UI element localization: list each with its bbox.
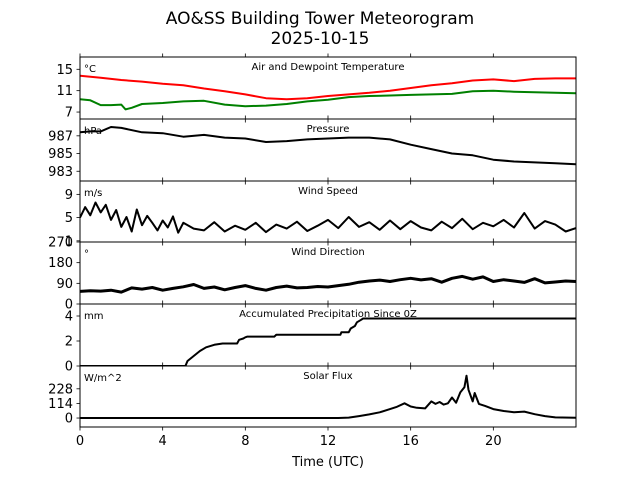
y-tick-label: 2 (65, 335, 73, 350)
panel-title: Wind Direction (291, 247, 365, 258)
unit-label: m/s (84, 188, 102, 199)
panel-pressure: 983 985 987 hPa Pressure (48, 115, 577, 185)
y-tick-label: 114 (48, 397, 73, 412)
panel-wind-speed: 1 5 9 m/s Wind Speed (65, 177, 577, 249)
series-line-wind-direction-0 (80, 274, 576, 294)
series-line-temperature-1 (80, 89, 576, 111)
unit-label: °C (84, 64, 96, 75)
unit-label: ° (84, 249, 89, 260)
unit-label: hPa (84, 126, 102, 137)
panel-title: Solar Flux (303, 371, 353, 382)
series-line-solar-flux-0 (80, 374, 576, 419)
x-tick-label: 12 (320, 434, 337, 449)
chart-title: AO&SS Building Tower Meteorogram (165, 9, 475, 29)
series-line-pressure-0 (80, 126, 576, 166)
series-line-precipitation-0 (80, 317, 576, 366)
y-tick-label: 5 (65, 211, 73, 226)
panel-title: Accumulated Precipitation Since 0Z (239, 309, 417, 320)
panel-temperature: 7 11 15 °C Air and Dewpoint Temperature (56, 53, 577, 123)
chart-subtitle: 2025-10-15 (270, 29, 370, 49)
y-tick-label: 270 (48, 236, 73, 251)
y-tick-label: 0 (65, 360, 73, 375)
y-tick-label: 11 (56, 84, 73, 99)
series-line-wind-speed-0 (80, 201, 576, 234)
y-tick-label: 15 (56, 63, 73, 78)
y-tick-label: 180 (48, 256, 73, 271)
y-tick-label: 0 (65, 298, 73, 313)
panel-title: Pressure (307, 124, 350, 135)
y-tick-label: 983 (48, 165, 73, 180)
unit-label: mm (84, 311, 103, 322)
y-tick-label: 987 (48, 129, 73, 144)
y-tick-label: 228 (48, 382, 73, 397)
x-tick-label: 0 (76, 434, 84, 449)
y-tick-label: 985 (48, 147, 73, 162)
series-line-temperature-0 (80, 74, 576, 101)
y-tick-label: 1 (65, 234, 73, 249)
y-tick-label: 90 (56, 277, 73, 292)
x-tick-label: 16 (402, 434, 419, 449)
panel-wind-direction: 0 90 180 270 ° Wind Direction (48, 236, 577, 313)
x-tick-label: 4 (159, 434, 167, 449)
x-axis-label: Time (UTC) (291, 455, 364, 470)
panel-title: Wind Speed (298, 186, 358, 197)
y-tick-label: 4 (65, 310, 73, 325)
y-tick-label: 0 (65, 412, 73, 427)
panel-precipitation: 0 2 4 mm Accumulated Precipitation Since 0Z (65, 300, 577, 375)
x-tick-label: 20 (485, 434, 502, 449)
panel-title: Air and Dewpoint Temperature (252, 62, 405, 73)
y-tick-label: 7 (65, 106, 73, 121)
y-tick-label: 9 (65, 188, 73, 203)
x-tick-label: 8 (241, 434, 249, 449)
unit-label: W/m^2 (84, 373, 122, 384)
